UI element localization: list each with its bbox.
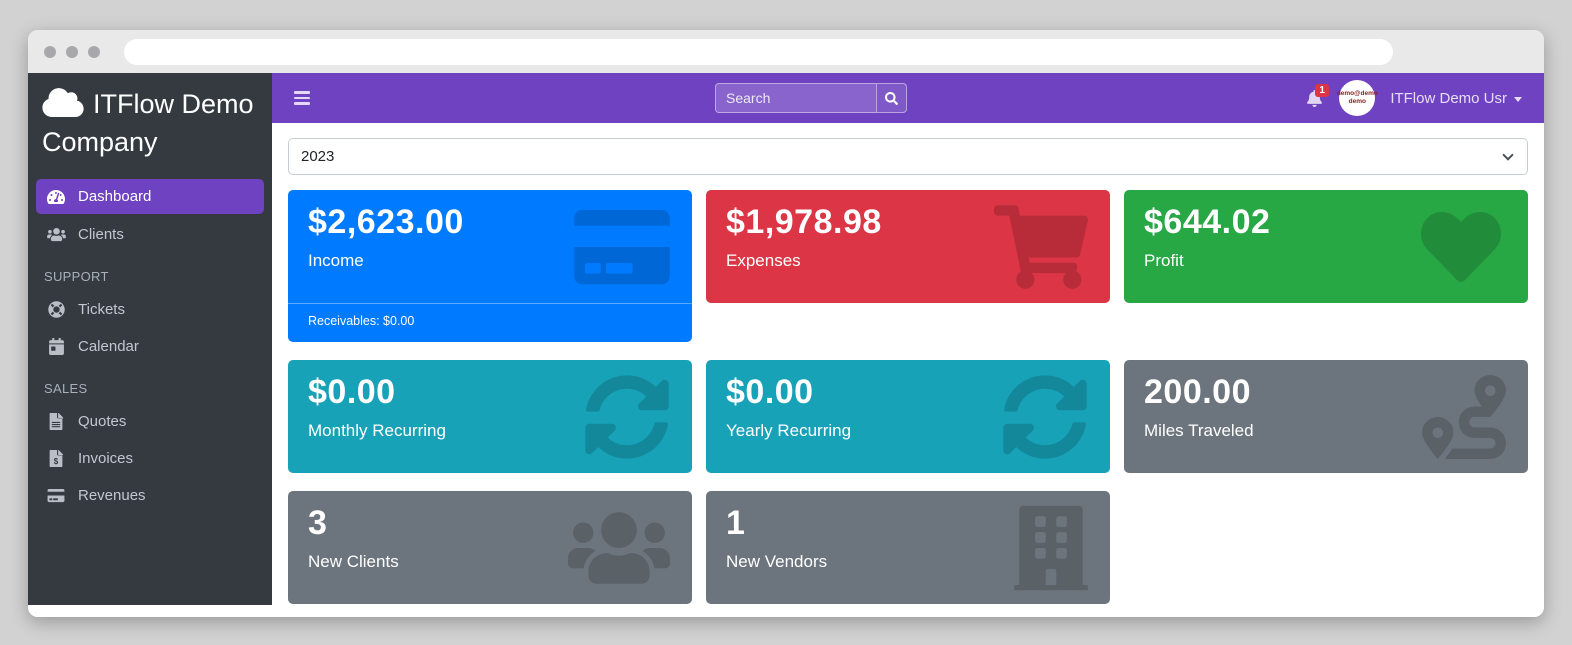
cloud-logo-icon <box>42 88 84 117</box>
notification-badge: 1 <box>1315 83 1329 97</box>
route-icon <box>1422 374 1506 459</box>
notifications-button[interactable]: 1 <box>1305 83 1329 109</box>
sidebar-item-calendar[interactable]: Calendar <box>28 328 272 365</box>
year-select[interactable]: 2023 <box>288 138 1528 175</box>
summary-card-monthly-recurring[interactable]: $0.00 Monthly Recurring <box>288 360 692 473</box>
avatar-text: demo@demo <box>1336 90 1378 97</box>
summary-card-miles-traveled[interactable]: 200.00 Miles Traveled <box>1124 360 1528 473</box>
credit-card-icon <box>574 204 670 289</box>
summary-card-expenses[interactable]: $1,978.98 Expenses <box>706 190 1110 303</box>
credit-card-icon <box>44 488 68 503</box>
card-value: $0.00 <box>726 373 814 411</box>
life-ring-icon <box>44 301 68 318</box>
sidebar-item-label: Calendar <box>78 338 139 355</box>
building-icon <box>1014 505 1088 590</box>
svg-text:$: $ <box>54 457 59 466</box>
caret-down-icon <box>1514 96 1522 102</box>
nav-section-support: SUPPORT <box>44 269 109 284</box>
sidebar-item-quotes[interactable]: Quotes <box>28 403 272 440</box>
sidebar-item-label: Quotes <box>78 413 127 430</box>
window-footer <box>28 605 1544 617</box>
card-value: 1 <box>726 504 746 542</box>
tachometer-icon <box>44 189 68 205</box>
shopping-cart-icon <box>994 204 1088 289</box>
file-invoice-dollar-icon: $ <box>44 450 68 467</box>
year-filter: 2023 <box>288 138 1528 175</box>
summary-card-income[interactable]: $2,623.00 Income Receivables: $0.00 <box>288 190 692 342</box>
brand-label: ITFlow Demo Company <box>42 89 254 157</box>
search-button[interactable] <box>876 83 907 113</box>
avatar-text: demo <box>1348 98 1366 105</box>
window-control-dot[interactable] <box>44 45 56 58</box>
summary-card-profit[interactable]: $644.02 Profit <box>1124 190 1528 303</box>
nav-section-sales: SALES <box>44 381 88 396</box>
window-control-dot[interactable] <box>66 45 78 58</box>
summary-cards: $2,623.00 Income Receivables: $0.00 $1,9… <box>288 190 1528 604</box>
sidebar-item-dashboard[interactable]: Dashboard <box>36 179 264 214</box>
card-label: Income <box>308 251 364 270</box>
users-icon <box>44 227 68 242</box>
app-viewport: ITFlow Demo Company Dashboard Clients SU… <box>28 73 1544 605</box>
window-control-dot[interactable] <box>88 45 100 58</box>
sidebar-item-revenues[interactable]: Revenues <box>28 477 272 514</box>
card-footer-receivables[interactable]: Receivables: $0.00 <box>288 303 692 342</box>
card-label: Expenses <box>726 251 801 270</box>
card-value: 200.00 <box>1144 373 1251 411</box>
sidebar-item-label: Tickets <box>78 301 125 318</box>
sidebar-nav: Dashboard Clients SUPPORT Tickets <box>28 179 272 514</box>
sync-icon <box>1002 374 1088 460</box>
sidebar: ITFlow Demo Company Dashboard Clients SU… <box>28 73 272 605</box>
sidebar-item-label: Dashboard <box>78 188 152 205</box>
search-form <box>715 83 907 113</box>
heart-icon <box>1416 207 1506 287</box>
card-value: $2,623.00 <box>308 203 464 241</box>
sync-icon <box>584 374 670 460</box>
file-lines-icon <box>44 413 68 430</box>
card-value: 3 <box>308 504 328 542</box>
topbar-right: 1 demo@demo demo ITFlow Demo Usr <box>1305 80 1522 116</box>
card-label: New Vendors <box>726 552 828 571</box>
window-controls <box>44 45 100 58</box>
sidebar-item-invoices[interactable]: $ Invoices <box>28 440 272 477</box>
card-label: Monthly Recurring <box>308 421 446 440</box>
summary-card-yearly-recurring[interactable]: $0.00 Yearly Recurring <box>706 360 1110 473</box>
brand[interactable]: ITFlow Demo Company <box>28 73 272 169</box>
card-label: Yearly Recurring <box>726 421 852 440</box>
users-icon <box>568 507 670 589</box>
card-value: $644.02 <box>1144 203 1271 241</box>
card-value: $1,978.98 <box>726 203 882 241</box>
browser-window: ITFlow Demo Company Dashboard Clients SU… <box>28 30 1544 617</box>
menu-toggle-button[interactable] <box>290 87 314 109</box>
sidebar-item-tickets[interactable]: Tickets <box>28 291 272 328</box>
sidebar-item-label: Clients <box>78 226 124 243</box>
summary-card-new-vendors[interactable]: 1 New Vendors <box>706 491 1110 604</box>
sidebar-item-clients[interactable]: Clients <box>28 216 272 253</box>
dashboard-content: 2023 $2,623.00 Income R <box>272 123 1544 605</box>
search-icon <box>885 91 898 105</box>
sidebar-item-label: Revenues <box>78 487 146 504</box>
search-input[interactable] <box>715 83 876 113</box>
address-bar[interactable] <box>124 38 1393 65</box>
card-label: Profit <box>1144 251 1184 270</box>
sidebar-item-label: Invoices <box>78 450 134 467</box>
avatar[interactable]: demo@demo demo <box>1336 80 1378 116</box>
browser-chrome <box>28 30 1544 73</box>
calendar-icon <box>44 338 68 355</box>
user-name: ITFlow Demo Usr <box>1390 89 1507 107</box>
user-menu[interactable]: ITFlow Demo Usr <box>1390 90 1522 107</box>
main-area: 1 demo@demo demo ITFlow Demo Usr 2023 <box>272 73 1544 605</box>
card-value: $0.00 <box>308 373 396 411</box>
card-label: Miles Traveled <box>1144 421 1254 440</box>
topbar: 1 demo@demo demo ITFlow Demo Usr <box>272 73 1544 123</box>
card-label: New Clients <box>308 552 399 571</box>
summary-card-new-clients[interactable]: 3 New Clients <box>288 491 692 604</box>
